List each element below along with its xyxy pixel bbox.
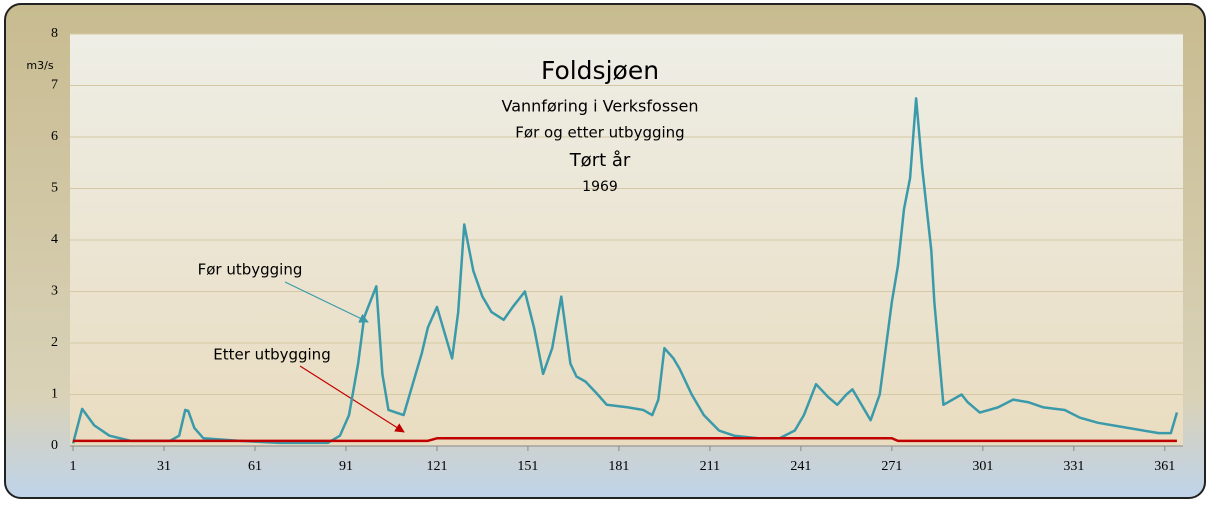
y-tick-label: 5 [51, 181, 58, 196]
y-tick-label: 4 [51, 232, 58, 247]
chart-title: Foldsjøen [541, 56, 659, 85]
x-tick-label: 61 [248, 459, 262, 474]
data-line [73, 437, 1177, 443]
y-tick-label: 6 [51, 129, 58, 144]
x-tick-label: 211 [700, 459, 720, 474]
subtitle: Før og etter utbygging [515, 124, 684, 142]
x-tick-label: 181 [608, 459, 629, 474]
year-label: 1969 [582, 179, 618, 195]
x-tick-label: 1 [70, 459, 77, 474]
y-tick-label: 7 [51, 78, 58, 93]
legend-label: Etter utbygging [213, 346, 330, 364]
y-tick-label: 1 [51, 387, 58, 402]
subtitle: Vannføring i Verksfossen [502, 97, 699, 116]
x-tick-label: 301 [972, 459, 993, 474]
y-tick-label: 3 [51, 284, 58, 299]
y-axis-label: m3/s [26, 59, 53, 72]
x-tick-label: 121 [426, 459, 447, 474]
subtitle: Tørt år [569, 150, 631, 171]
x-tick-label: 271 [881, 459, 902, 474]
x-tick-label: 331 [1063, 459, 1084, 474]
annotation-arrow [284, 281, 369, 323]
x-tick-label: 31 [157, 459, 171, 474]
y-tick-label: 0 [51, 438, 58, 453]
data-line [71, 97, 1179, 445]
legend-label: Før utbygging [198, 261, 303, 279]
x-tick-label: 91 [339, 459, 353, 474]
x-tick-label: 151 [517, 459, 538, 474]
x-tick-label: 241 [790, 459, 811, 474]
x-tick-label: 361 [1154, 459, 1175, 474]
y-tick-label: 2 [51, 335, 58, 350]
y-tick-label: 8 [51, 26, 58, 41]
